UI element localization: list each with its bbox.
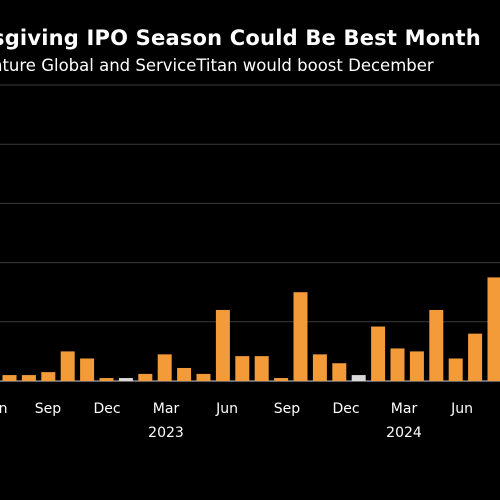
bar: [196, 373, 211, 381]
bar: [21, 375, 36, 381]
x-year-label: 2024: [386, 425, 422, 441]
bar: [332, 363, 347, 381]
x-tick-label: Jun: [215, 401, 238, 417]
bars: [2, 277, 500, 381]
bar: [409, 351, 424, 381]
x-tick-label: Sep: [274, 401, 301, 417]
chart-title: sgiving IPO Season Could Be Best Month: [0, 26, 481, 50]
bar: [371, 326, 386, 381]
bar: [293, 292, 308, 381]
bar: [99, 378, 114, 381]
x-tick-label: Mar: [153, 401, 180, 417]
x-year-label: 2023: [148, 425, 184, 441]
x-tick-label: n: [0, 401, 7, 417]
bar: [351, 375, 366, 381]
x-tick-label: Dec: [93, 401, 120, 417]
chart-subtitle: nture Global and ServiceTitan would boos…: [0, 56, 434, 75]
x-axis-tick-labels: n Sep Dec Mar Jun Sep Dec Mar Jun: [0, 401, 473, 417]
x-tick-label: Dec: [332, 401, 359, 417]
x-tick-label: Jun: [450, 401, 473, 417]
bar: [235, 356, 250, 381]
bar: [254, 356, 269, 381]
x-tick-label: Mar: [391, 401, 418, 417]
bar: [138, 373, 153, 381]
bar: [429, 309, 444, 381]
bar: [390, 348, 405, 381]
bar: [274, 378, 289, 381]
bar: [2, 375, 17, 381]
bar: [60, 351, 75, 381]
bar: [80, 358, 95, 381]
bar: [448, 358, 463, 381]
x-axis-year-labels: 2023 2024: [148, 425, 422, 441]
bar: [118, 378, 133, 381]
bar: [487, 277, 500, 381]
bar: [177, 367, 192, 381]
bar: [157, 354, 172, 381]
bar: [41, 372, 56, 381]
bar: [468, 333, 483, 381]
bar: [312, 354, 327, 381]
bar: [215, 309, 230, 381]
gridlines: [0, 84, 500, 382]
x-tick-label: Sep: [35, 401, 62, 417]
